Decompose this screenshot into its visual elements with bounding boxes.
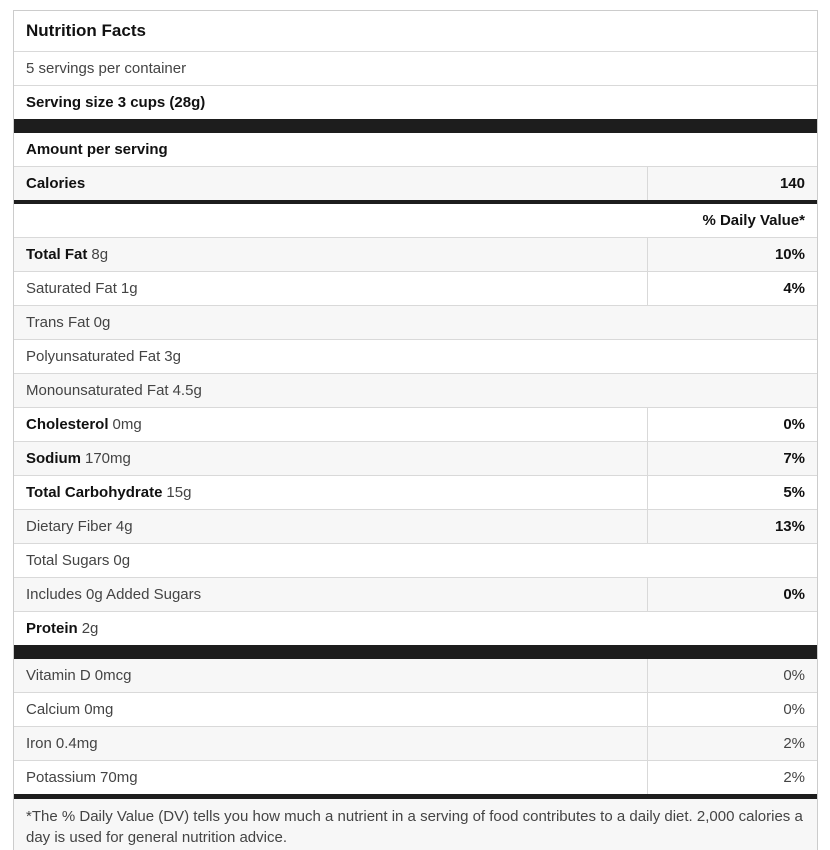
- nutrient-amount: 0mcg: [94, 667, 132, 684]
- nutrient-amount: 0g: [93, 314, 111, 331]
- nutrient-name: Calcium: [26, 701, 81, 718]
- nutrient-row: Total Carbohydrate 15g 5%: [14, 476, 817, 510]
- nutrient-daily-value: 2%: [647, 761, 817, 794]
- nutrient-amount: 4.5g: [172, 382, 202, 399]
- nutrient-name: Total Fat: [26, 246, 88, 263]
- nutrient-label-cell: Protein 2g: [14, 612, 817, 645]
- nutrient-name: Saturated Fat: [26, 280, 117, 297]
- nutrient-name: Cholesterol: [26, 416, 109, 433]
- nutrient-row: Sodium 170mg 7%: [14, 442, 817, 476]
- thick-separator-bar-middle: [14, 645, 817, 659]
- nutrient-row: Monounsaturated Fat 4.5g: [14, 374, 817, 408]
- nutrient-row: Iron 0.4mg 2%: [14, 727, 817, 761]
- amount-per-serving-row: Amount per serving: [14, 133, 817, 167]
- nutrient-row: Total Sugars 0g: [14, 544, 817, 578]
- nutrient-daily-value: 0%: [647, 408, 817, 441]
- nutrient-label-cell: Monounsaturated Fat 4.5g: [14, 374, 817, 407]
- daily-value-column-header: % Daily Value*: [14, 204, 817, 238]
- nutrient-name: Polyunsaturated Fat: [26, 348, 161, 365]
- nutrient-name: Protein: [26, 620, 78, 637]
- nutrient-name: Monounsaturated Fat: [26, 382, 169, 399]
- nutrient-name: Includes 0g Added Sugars: [26, 586, 202, 603]
- nutrient-amount: 170mg: [85, 450, 131, 467]
- nutrient-row: Trans Fat 0g: [14, 306, 817, 340]
- serving-size: Serving size 3 cups (28g): [26, 94, 206, 111]
- nutrient-daily-value: 13%: [647, 510, 817, 543]
- nutrient-amount: 3g: [164, 348, 181, 365]
- nutrient-daily-value: 7%: [647, 442, 817, 475]
- calories-label: Calories: [26, 175, 86, 192]
- nutrient-row: Total Fat 8g 10%: [14, 238, 817, 272]
- nutrient-rows-group: Total Fat 8g 10% Saturated Fat 1g 4% Trans…: [14, 238, 817, 645]
- micronutrient-rows-group: Vitamin D 0mcg 0% Calcium 0mg 0% Iron 0.4mg…: [14, 659, 817, 794]
- nutrient-label-cell: Total Sugars 0g: [14, 544, 817, 577]
- nutrient-label-cell: Trans Fat 0g: [14, 306, 817, 339]
- nutrient-label-cell: Includes 0g Added Sugars: [14, 578, 647, 611]
- nutrient-row: Includes 0g Added Sugars 0%: [14, 578, 817, 612]
- servings-per-container-row: 5 servings per container: [14, 52, 817, 86]
- nutrient-label-cell: Vitamin D 0mcg: [14, 659, 647, 692]
- nutrient-label-cell: Saturated Fat 1g: [14, 272, 647, 305]
- nutrient-amount: 0.4mg: [55, 735, 98, 752]
- nutrient-label-cell: Calcium 0mg: [14, 693, 647, 726]
- nutrient-label-cell: Dietary Fiber 4g: [14, 510, 647, 543]
- nutrient-amount: 0g: [113, 552, 131, 569]
- nutrient-name: Total Carbohydrate: [26, 484, 163, 501]
- nutrient-amount: 8g: [91, 246, 109, 263]
- nutrient-amount: 0mg: [84, 701, 114, 718]
- nutrient-row: Vitamin D 0mcg 0%: [14, 659, 817, 693]
- nutrient-name: Dietary Fiber: [26, 518, 112, 535]
- nutrient-label-cell: Sodium 170mg: [14, 442, 647, 475]
- nutrient-daily-value: 0%: [647, 659, 817, 692]
- nutrient-name: Iron: [26, 735, 52, 752]
- daily-value-footnote: *The % Daily Value (DV) tells you how mu…: [14, 794, 817, 850]
- nutrient-label-cell: Total Fat 8g: [14, 238, 647, 271]
- thick-separator-bar-top: [14, 119, 817, 133]
- amount-per-serving: Amount per serving: [26, 141, 168, 158]
- nutrient-label-cell: Cholesterol 0mg: [14, 408, 647, 441]
- nutrient-name: Trans Fat: [26, 314, 90, 331]
- nutrient-name: Vitamin D: [26, 667, 91, 684]
- nutrient-daily-value: 4%: [647, 272, 817, 305]
- nutrition-facts-label: Nutrition Facts 5 servings per container…: [13, 10, 818, 850]
- serving-size-row: Serving size 3 cups (28g): [14, 86, 817, 119]
- nutrient-amount: 2g: [81, 620, 99, 637]
- nutrient-daily-value: 5%: [647, 476, 817, 509]
- nutrient-amount: 4g: [115, 518, 133, 535]
- nutrient-daily-value: 0%: [647, 693, 817, 726]
- nutrient-daily-value: 10%: [647, 238, 817, 271]
- nutrient-row: Cholesterol 0mg 0%: [14, 408, 817, 442]
- nutrient-amount: 15g: [166, 484, 192, 501]
- nutrient-row: Saturated Fat 1g 4%: [14, 272, 817, 306]
- nutrient-row: Polyunsaturated Fat 3g: [14, 340, 817, 374]
- nutrient-label-cell: Polyunsaturated Fat 3g: [14, 340, 817, 373]
- nutrient-label-cell: Iron 0.4mg: [14, 727, 647, 760]
- calories-value: 140: [647, 167, 817, 200]
- nutrient-name: Potassium: [26, 769, 97, 786]
- nutrition-facts-title: Nutrition Facts: [14, 11, 817, 52]
- nutrient-row: Calcium 0mg 0%: [14, 693, 817, 727]
- nutrient-daily-value: 0%: [647, 578, 817, 611]
- nutrient-name: Total Sugars: [26, 552, 110, 569]
- nutrient-amount: 0mg: [112, 416, 142, 433]
- calories-row: Calories 140: [14, 167, 817, 204]
- nutrient-name: Sodium: [26, 450, 81, 467]
- nutrient-label-cell: Potassium 70mg: [14, 761, 647, 794]
- nutrient-amount: 70mg: [100, 769, 138, 786]
- nutrient-row: Dietary Fiber 4g 13%: [14, 510, 817, 544]
- nutrient-row: Potassium 70mg 2%: [14, 761, 817, 794]
- nutrient-amount: 1g: [120, 280, 138, 297]
- nutrient-daily-value: 2%: [647, 727, 817, 760]
- nutrient-label-cell: Total Carbohydrate 15g: [14, 476, 647, 509]
- servings-per-container: 5 servings per container: [26, 60, 187, 77]
- nutrient-row: Protein 2g: [14, 612, 817, 645]
